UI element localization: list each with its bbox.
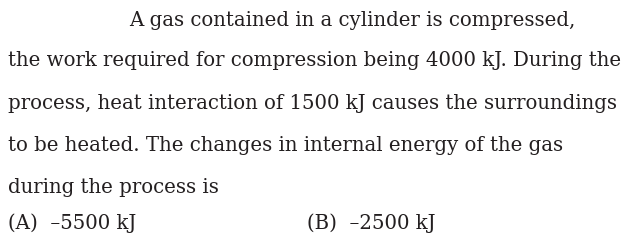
Text: (A)  –5500 kJ: (A) –5500 kJ bbox=[8, 213, 136, 233]
Text: during the process is: during the process is bbox=[8, 178, 219, 197]
Text: A gas contained in a cylinder is compressed,: A gas contained in a cylinder is compres… bbox=[129, 11, 575, 29]
Text: process, heat interaction of 1500 kJ causes the surroundings: process, heat interaction of 1500 kJ cau… bbox=[8, 94, 617, 113]
Text: to be heated. The changes in internal energy of the gas: to be heated. The changes in internal en… bbox=[8, 136, 563, 155]
Text: (B)  –2500 kJ: (B) –2500 kJ bbox=[307, 213, 436, 233]
Text: the work required for compression being 4000 kJ. During the: the work required for compression being … bbox=[8, 51, 621, 70]
